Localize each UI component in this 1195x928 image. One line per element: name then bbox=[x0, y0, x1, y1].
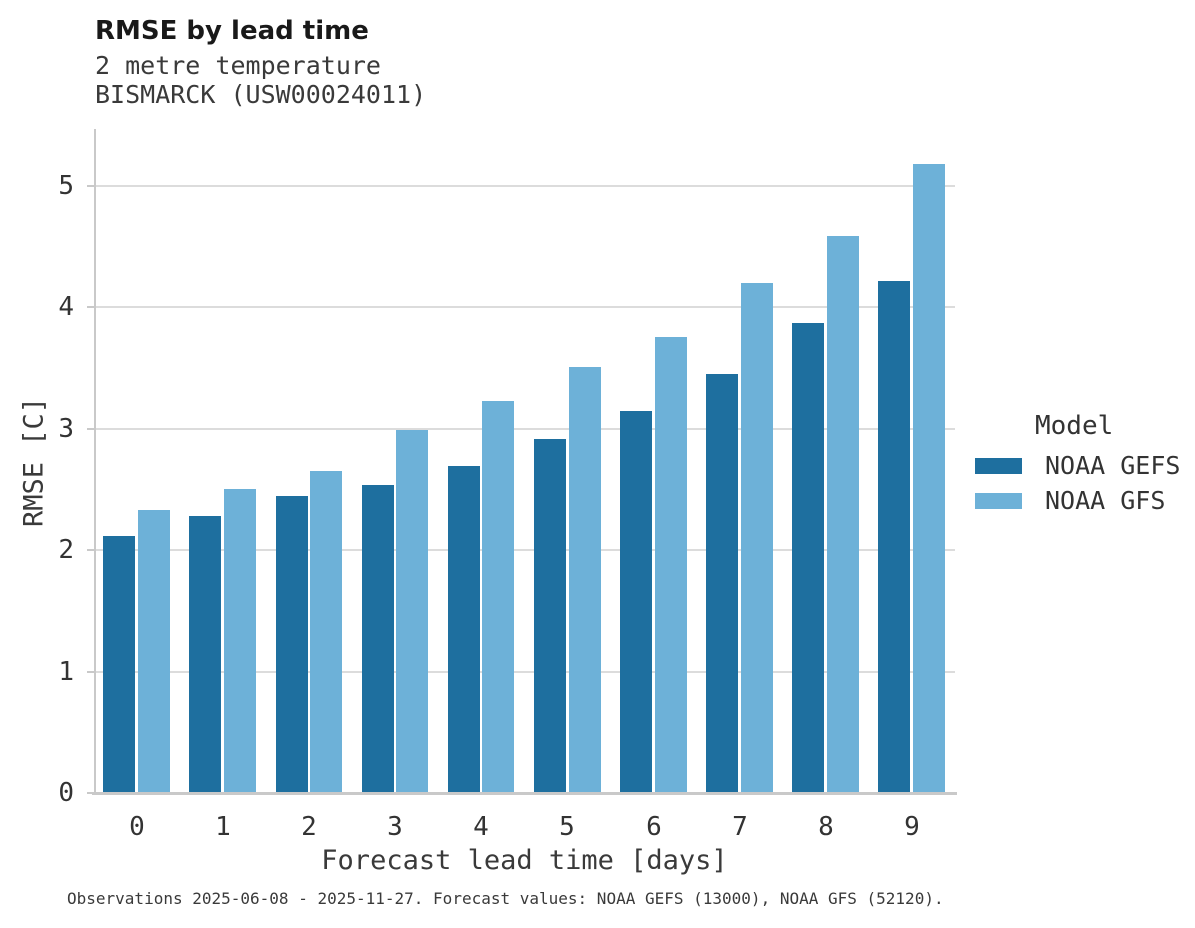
bar-lead6-noaa-gefs bbox=[620, 411, 652, 793]
legend-title: Model bbox=[1035, 411, 1114, 441]
plot-area bbox=[96, 129, 955, 793]
bar-lead8-noaa-gefs bbox=[792, 323, 824, 793]
legend-entry-noaa-gefs: NOAA GEFS bbox=[975, 451, 1180, 480]
x-tick-label-9: 9 bbox=[904, 812, 920, 842]
footer-note: Observations 2025-06-08 - 2025-11-27. Fo… bbox=[67, 889, 944, 908]
bar-lead3-noaa-gfs bbox=[396, 430, 428, 793]
x-axis-label: Forecast lead time [days] bbox=[321, 845, 728, 876]
bar-lead0-noaa-gefs bbox=[103, 536, 135, 793]
bar-lead1-noaa-gfs bbox=[224, 489, 256, 793]
bar-lead7-noaa-gefs bbox=[706, 374, 738, 793]
y-axis-line bbox=[94, 129, 96, 795]
x-tick-label-1: 1 bbox=[215, 812, 231, 842]
bar-lead7-noaa-gfs bbox=[741, 283, 773, 793]
gridline-y-5 bbox=[96, 185, 955, 187]
legend-label-noaa-gfs: NOAA GFS bbox=[1045, 486, 1166, 515]
bar-lead2-noaa-gefs bbox=[276, 496, 308, 793]
x-tick-label-2: 2 bbox=[301, 812, 317, 842]
legend-entry-noaa-gfs: NOAA GFS bbox=[975, 486, 1180, 515]
legend-label-noaa-gefs: NOAA GEFS bbox=[1045, 451, 1181, 480]
x-tick-label-7: 7 bbox=[732, 812, 748, 842]
x-axis-line bbox=[92, 792, 957, 795]
y-tick-label-1: 1 bbox=[58, 657, 74, 687]
gridline-y-1 bbox=[96, 671, 955, 673]
y-tick-mark-5 bbox=[87, 185, 94, 187]
legend: Model NOAA GEFS NOAA GFS bbox=[975, 411, 1180, 515]
bar-lead6-noaa-gfs bbox=[655, 337, 687, 793]
y-tick-mark-0 bbox=[87, 792, 94, 794]
y-tick-mark-2 bbox=[87, 549, 94, 551]
bar-lead4-noaa-gfs bbox=[482, 401, 514, 793]
bar-lead2-noaa-gfs bbox=[310, 471, 342, 793]
x-tick-label-0: 0 bbox=[129, 812, 145, 842]
chart-title: RMSE by lead time bbox=[95, 16, 369, 46]
chart-subtitle-variable: 2 metre temperature bbox=[95, 51, 381, 80]
x-tick-label-8: 8 bbox=[818, 812, 834, 842]
y-tick-mark-3 bbox=[87, 428, 94, 430]
bar-lead3-noaa-gefs bbox=[362, 485, 394, 793]
y-tick-label-5: 5 bbox=[58, 171, 74, 201]
chart-subtitle-station: BISMARCK (USW00024011) bbox=[95, 80, 427, 109]
y-tick-mark-4 bbox=[87, 306, 94, 308]
y-tick-label-3: 3 bbox=[58, 414, 74, 444]
bar-lead1-noaa-gefs bbox=[189, 516, 221, 793]
noaa-gefs-color-swatch-icon bbox=[975, 457, 1022, 474]
x-tick-label-5: 5 bbox=[559, 812, 575, 842]
x-tick-label-4: 4 bbox=[473, 812, 489, 842]
y-tick-label-0: 0 bbox=[58, 778, 74, 808]
y-tick-label-4: 4 bbox=[58, 292, 74, 322]
gridline-y-4 bbox=[96, 306, 955, 308]
bar-lead8-noaa-gfs bbox=[827, 236, 859, 793]
noaa-gfs-color-swatch-icon bbox=[975, 492, 1022, 509]
y-tick-label-2: 2 bbox=[58, 535, 74, 565]
bar-lead4-noaa-gefs bbox=[448, 466, 480, 793]
gridline-y-2 bbox=[96, 549, 955, 551]
bar-lead9-noaa-gefs bbox=[878, 281, 910, 793]
x-tick-label-3: 3 bbox=[387, 812, 403, 842]
bar-lead0-noaa-gfs bbox=[138, 510, 170, 793]
y-tick-mark-1 bbox=[87, 671, 94, 673]
bar-lead5-noaa-gfs bbox=[569, 367, 601, 793]
bar-lead5-noaa-gefs bbox=[534, 439, 566, 793]
x-tick-label-6: 6 bbox=[646, 812, 662, 842]
bar-lead9-noaa-gfs bbox=[913, 164, 945, 793]
gridline-y-3 bbox=[96, 428, 955, 430]
